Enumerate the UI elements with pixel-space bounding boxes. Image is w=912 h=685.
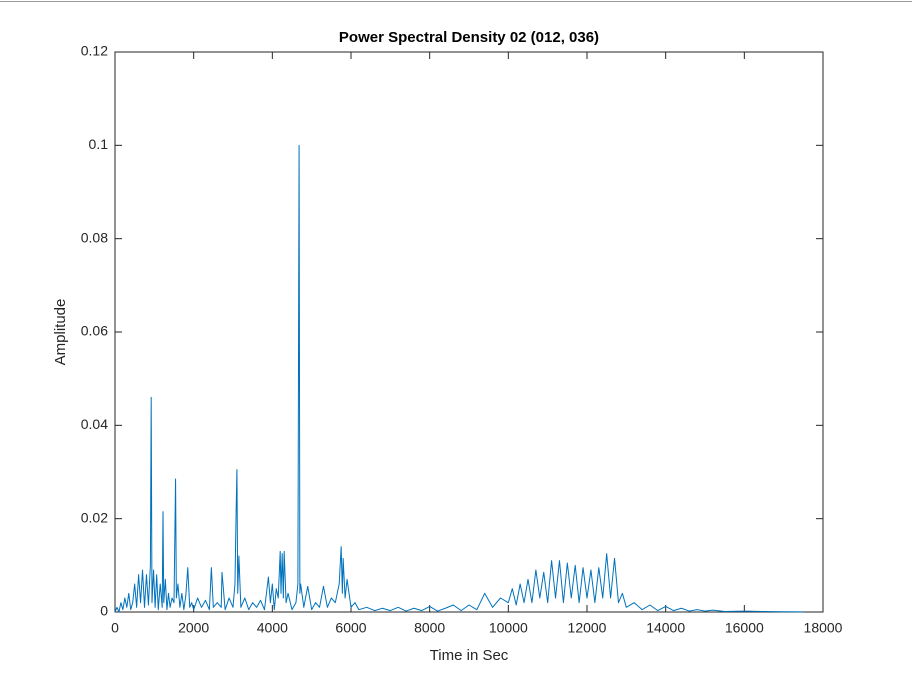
y-tick-label: 0.1 bbox=[89, 136, 109, 152]
y-tick-label: 0.02 bbox=[81, 509, 108, 525]
x-tick-label: 2000 bbox=[178, 620, 209, 636]
y-tick-label: 0 bbox=[100, 603, 108, 619]
x-tick-label: 0 bbox=[111, 620, 119, 636]
x-axis-label: Time in Sec bbox=[430, 647, 509, 664]
x-tick-label: 16000 bbox=[725, 620, 764, 636]
x-tick-label: 12000 bbox=[568, 620, 607, 636]
y-tick-label: 0.12 bbox=[81, 43, 108, 59]
y-tick-label: 0.08 bbox=[81, 229, 108, 245]
x-tick-label: 10000 bbox=[489, 620, 528, 636]
x-tick-label: 18000 bbox=[804, 620, 843, 636]
y-tick-label: 0.04 bbox=[81, 416, 108, 432]
x-tick-label: 6000 bbox=[335, 620, 366, 636]
x-tick-label: 8000 bbox=[414, 620, 445, 636]
data-line bbox=[114, 144, 804, 613]
x-tick-label: 4000 bbox=[257, 620, 288, 636]
y-axis-label: Amplitude bbox=[52, 299, 69, 366]
x-tick-label: 14000 bbox=[646, 620, 685, 636]
axes-box bbox=[114, 51, 824, 613]
chart-title: Power Spectral Density 02 (012, 036) bbox=[339, 29, 599, 46]
y-tick-label: 0.06 bbox=[81, 323, 108, 339]
